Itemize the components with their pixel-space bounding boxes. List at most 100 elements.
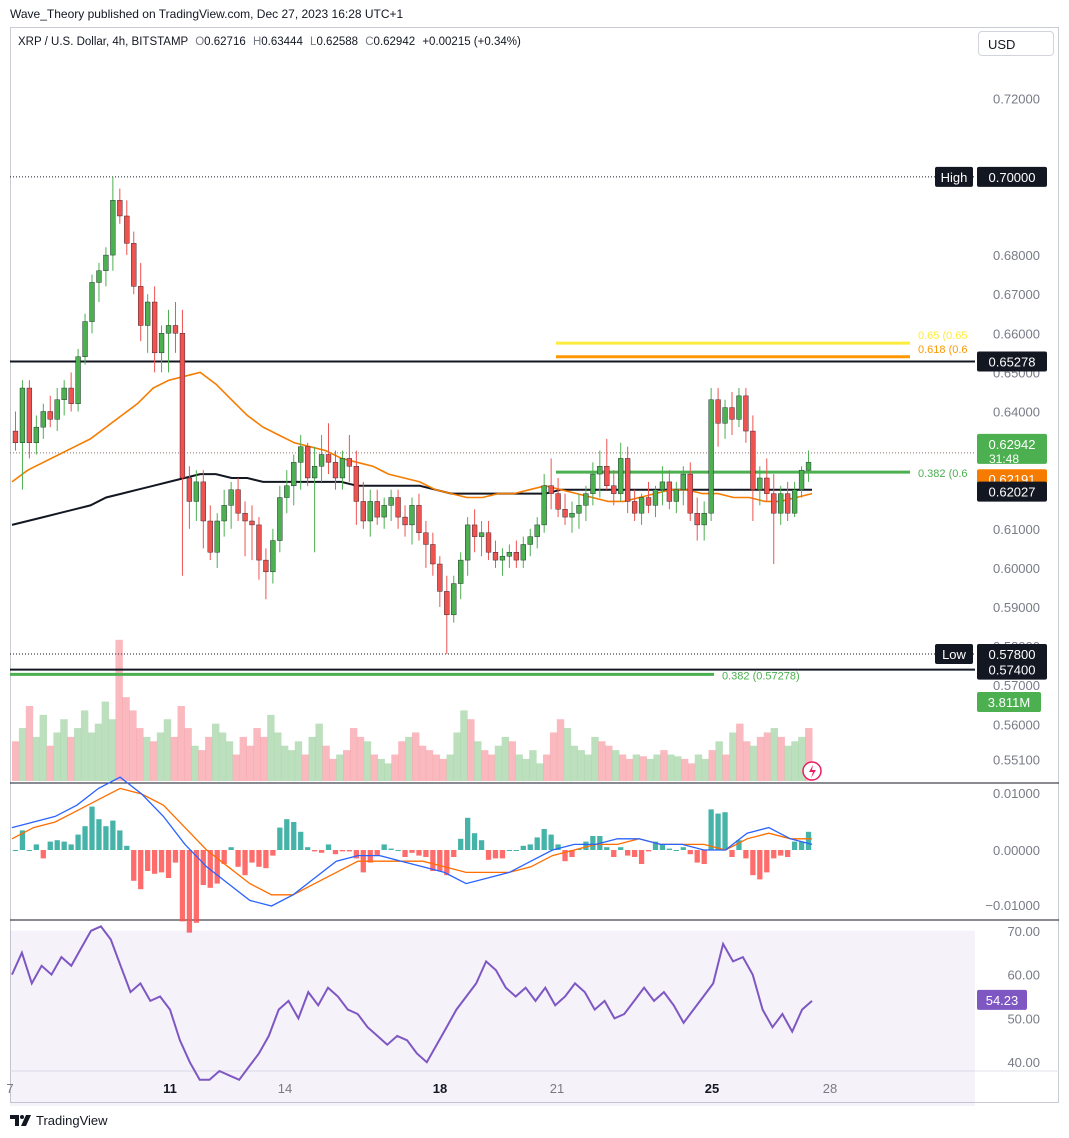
volume-bar xyxy=(177,706,185,781)
symbol-name[interactable]: XRP / U.S. Dollar, 4h, BITSTAMP xyxy=(18,36,189,48)
macd-histogram-bar xyxy=(541,829,547,850)
candle-body xyxy=(298,446,304,463)
volume-bar xyxy=(170,736,179,781)
macd-histogram-bar xyxy=(409,850,415,853)
volume-bar xyxy=(584,754,592,781)
volume-bar xyxy=(32,736,41,781)
candle-body xyxy=(722,407,728,424)
volume-bar xyxy=(74,728,82,781)
candle-body xyxy=(409,505,415,526)
volume-bar xyxy=(570,745,579,781)
candle-body xyxy=(158,333,165,354)
volume-bar xyxy=(294,741,303,781)
volume-bar xyxy=(563,728,572,781)
volume-bar xyxy=(591,736,599,781)
macd-histogram-bar xyxy=(26,850,33,851)
candle-body xyxy=(138,286,144,326)
volume-bar xyxy=(715,741,723,781)
macd-histogram-bar xyxy=(131,850,137,881)
volume-bar xyxy=(487,754,496,781)
macd-histogram-bar xyxy=(395,850,401,851)
volume-bar xyxy=(18,728,27,781)
volume-bar xyxy=(805,728,813,781)
candle-body xyxy=(659,481,666,490)
price-tag xyxy=(977,481,1047,502)
macd-histogram-bar xyxy=(200,850,206,885)
price-tick-label: 0.60000 xyxy=(993,561,1040,576)
macd-histogram-bar xyxy=(284,819,290,850)
volume-bar xyxy=(205,736,213,781)
low-value: 0.62588 xyxy=(316,36,359,48)
volume-bar xyxy=(467,719,475,781)
macd-histogram-bar xyxy=(47,841,53,850)
price-tick-label: 0.56000 xyxy=(993,717,1040,732)
tradingview-logo-icon xyxy=(10,1114,31,1126)
volume-bar xyxy=(212,723,220,781)
candle-body xyxy=(249,520,255,526)
candle-body xyxy=(569,512,575,518)
candle-body xyxy=(590,473,596,494)
time-tick-label: 11 xyxy=(163,1081,177,1096)
volume-bar xyxy=(708,750,716,781)
currency-button[interactable]: USD xyxy=(978,31,1054,56)
volume-bar xyxy=(218,732,227,781)
macd-histogram-bar xyxy=(736,840,742,850)
macd-tick-label: 0.01000 xyxy=(993,786,1040,801)
candle-body xyxy=(764,477,770,494)
macd-tick-label: 0.00000 xyxy=(993,843,1040,858)
candle-body xyxy=(444,591,450,616)
macd-histogram-bar xyxy=(743,850,749,859)
candle-body xyxy=(465,524,471,561)
macd-histogram-bar xyxy=(54,840,60,850)
candle-body xyxy=(277,497,283,541)
macd-histogram-bar xyxy=(485,850,492,860)
candle-body xyxy=(527,536,533,545)
candle-body xyxy=(583,493,589,506)
candle-body xyxy=(214,520,220,553)
volume-bar xyxy=(343,750,351,781)
candle-body xyxy=(284,485,290,498)
volume-bar xyxy=(549,732,558,781)
symbol-legend: XRP / U.S. Dollar, 4h, BITSTAMP O0.62716… xyxy=(18,36,521,48)
volume-bar xyxy=(25,706,34,781)
macd-histogram-bar xyxy=(569,850,575,857)
volume-bar xyxy=(280,745,289,781)
level-price-tag-resistance xyxy=(977,351,1047,372)
candle-body xyxy=(541,485,547,526)
volume-bar xyxy=(156,732,165,781)
candle-body xyxy=(402,516,408,526)
macd-histogram-bar xyxy=(367,850,373,863)
volume-bar xyxy=(239,736,247,781)
price-tick-label: 0.68000 xyxy=(993,248,1040,263)
volume-bar xyxy=(336,754,344,781)
macd-histogram-bar xyxy=(277,827,283,850)
candle-body xyxy=(291,462,297,487)
candle-body xyxy=(332,462,339,479)
macd-histogram-bar xyxy=(451,850,457,857)
volume-bar xyxy=(412,732,420,781)
candle-body xyxy=(708,399,714,514)
publisher-line: Wave_Theory published on TradingView.com… xyxy=(10,7,404,21)
macd-histogram-bar xyxy=(172,850,179,863)
volume-bar xyxy=(101,701,110,781)
volume-bar xyxy=(246,745,254,781)
macd-histogram-bar xyxy=(145,850,151,871)
macd-histogram-bar xyxy=(346,850,353,852)
macd-histogram-bar xyxy=(40,850,46,859)
candle-body xyxy=(193,481,199,502)
candle-body xyxy=(242,512,248,522)
volume-bar xyxy=(129,710,137,781)
candle-body xyxy=(791,489,798,514)
macd-histogram-bar xyxy=(694,850,700,863)
macd-histogram-bar xyxy=(242,850,248,876)
macd-histogram-bar xyxy=(318,850,325,853)
time-tick-label: 25 xyxy=(705,1081,719,1096)
macd-histogram-bar xyxy=(499,850,506,859)
volume-bar xyxy=(667,754,675,781)
candle-body xyxy=(750,430,756,490)
macd-histogram-bar xyxy=(471,833,478,850)
macd-histogram-bar xyxy=(89,806,95,850)
candle-body xyxy=(165,325,172,334)
volume-bar xyxy=(274,732,282,781)
